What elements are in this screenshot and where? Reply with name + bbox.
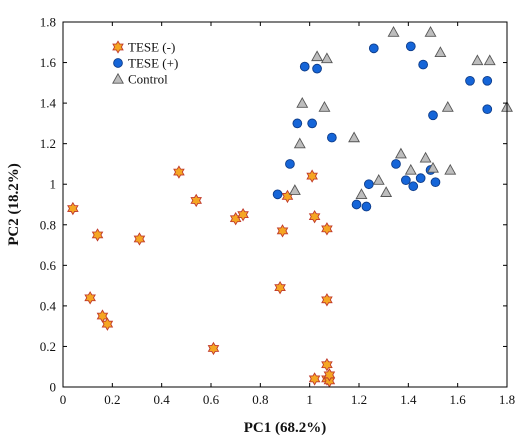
point-triangle-9 (380, 186, 393, 197)
point-triangle-12 (404, 163, 417, 175)
point-circle-14 (408, 181, 419, 192)
point-star-11 (274, 280, 286, 295)
point-circle-12 (401, 175, 411, 186)
y-tick-label: 0.4 (40, 298, 57, 313)
point-star-15 (308, 209, 321, 224)
point-star-12 (276, 224, 289, 238)
point-circle-5 (312, 63, 322, 74)
point-star-1 (84, 291, 96, 305)
point-star-17 (321, 222, 333, 236)
point-circle-6 (327, 132, 337, 143)
legend-label-tese-neg: TESE (-) (128, 40, 175, 55)
point-triangle-20 (483, 54, 496, 66)
plot-frame (62, 21, 508, 388)
point-star-16 (308, 372, 321, 386)
point-circle-4 (307, 118, 317, 129)
point-circle-20 (465, 75, 475, 86)
point-triangle-2 (296, 96, 309, 108)
point-circle-11 (391, 159, 401, 169)
point-triangle-4 (318, 101, 331, 112)
point-star-5 (133, 232, 146, 246)
x-tick-label: 1.2 (351, 392, 367, 407)
point-triangle-16 (434, 46, 447, 58)
legend-marker-tese-neg (112, 40, 124, 54)
point-star-4 (101, 317, 114, 331)
y-tick-label: 1.6 (40, 55, 57, 70)
point-triangle-14 (424, 26, 437, 37)
legend: TESE (-) TESE (+) Control (112, 40, 178, 87)
point-star-22 (323, 368, 336, 382)
legend-label-control: Control (128, 72, 168, 87)
point-circle-13 (405, 41, 416, 52)
x-tick-label: 1.4 (400, 392, 417, 407)
point-circle-9 (364, 179, 374, 190)
point-triangle-10 (387, 26, 400, 37)
point-triangle-17 (441, 101, 454, 112)
point-triangle-0 (288, 184, 301, 195)
legend-star-icon (112, 40, 124, 54)
point-star-10 (237, 207, 249, 222)
y-tick-label: 1.8 (40, 15, 56, 30)
legend-marker-control (112, 72, 124, 84)
point-circle-3 (299, 61, 310, 72)
y-tick-label: 0 (50, 380, 57, 395)
x-tick-label: 0.4 (154, 392, 171, 407)
point-circle-2 (292, 118, 303, 129)
point-triangle-11 (394, 147, 407, 159)
point-triangle-7 (355, 188, 368, 199)
x-tick-label: 0.6 (203, 392, 220, 407)
point-circle-18 (428, 110, 438, 121)
x-tick-label: 0.2 (104, 392, 120, 407)
point-circle-10 (368, 43, 379, 54)
point-triangle-19 (471, 54, 484, 66)
x-tick-label: 1.6 (450, 392, 467, 407)
point-triangle-18 (444, 163, 457, 175)
point-triangle-5 (320, 52, 333, 64)
point-triangle-3 (311, 50, 324, 62)
x-tick-label: 1 (306, 392, 313, 407)
point-star-0 (67, 201, 79, 216)
point-star-8 (207, 341, 220, 356)
point-circle-1 (285, 159, 295, 169)
legend-circle-icon (113, 58, 123, 68)
point-circle-19 (430, 177, 441, 188)
y-tick-label: 1.4 (40, 96, 57, 111)
point-star-14 (306, 169, 318, 183)
data-points (67, 26, 513, 388)
x-axis-ticks: 0 0.2 0.4 0.6 0.8 1 1.2 1.4 1.6 1.8 (60, 22, 515, 407)
point-star-7 (190, 193, 202, 208)
point-circle-15 (415, 173, 426, 183)
point-star-6 (173, 165, 185, 179)
point-circle-21 (482, 75, 493, 86)
point-triangle-13 (419, 151, 432, 163)
point-triangle-15 (427, 161, 439, 173)
legend-triangle-icon (112, 72, 124, 84)
y-tick-label: 0.2 (40, 339, 56, 354)
point-circle-22 (482, 104, 493, 115)
point-triangle-1 (293, 137, 306, 149)
x-tick-label: 1.8 (499, 392, 515, 407)
x-tick-label: 0.8 (252, 392, 268, 407)
point-star-18 (321, 293, 333, 307)
point-triangle-6 (348, 131, 361, 143)
point-circle-7 (351, 199, 362, 210)
point-circle-16 (418, 59, 428, 70)
y-tick-label: 1 (50, 177, 57, 192)
point-triangle-8 (372, 174, 385, 185)
y-tick-label: 0.8 (40, 217, 56, 232)
y-axis-ticks: 0 0.2 0.4 0.6 0.8 1 1.2 1.4 1.6 1.8 (40, 15, 507, 395)
y-axis-title: PC2 (18.2%) (6, 163, 22, 246)
legend-label-tese-pos: TESE (+) (128, 56, 178, 71)
point-circle-0 (272, 189, 283, 200)
point-star-19 (321, 358, 333, 372)
y-tick-label: 1.2 (40, 136, 56, 151)
y-tick-label: 0.6 (40, 258, 57, 273)
point-circle-8 (361, 201, 372, 212)
x-tick-label: 0 (60, 392, 67, 407)
point-star-2 (91, 228, 104, 242)
x-axis-title: PC1 (68.2%) (244, 420, 327, 436)
legend-marker-tese-pos (113, 58, 123, 68)
